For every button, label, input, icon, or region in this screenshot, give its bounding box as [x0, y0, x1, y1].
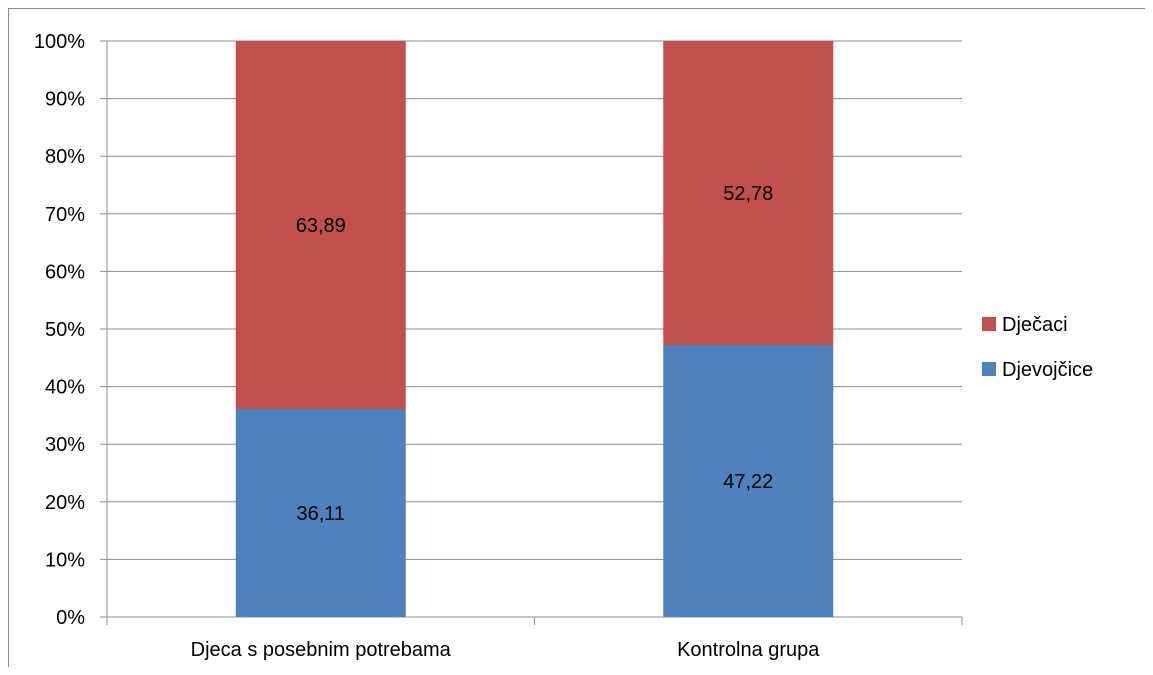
legend-label: Djevojčice [1002, 359, 1093, 381]
bar-djevojcice [663, 345, 834, 617]
y-tick-label: 40% [45, 377, 85, 399]
y-tick-label: 10% [45, 549, 85, 571]
data-label: 52,78 [723, 183, 773, 205]
y-tick-label: 50% [45, 319, 85, 341]
bar-djecaci [663, 41, 834, 346]
y-tick-label: 80% [45, 146, 85, 168]
x-tick-label: Kontrolna grupa [677, 639, 820, 661]
data-label: 47,22 [723, 471, 773, 493]
y-tick-label: 20% [45, 492, 85, 514]
data-label: 36,11 [296, 503, 345, 525]
y-tick-label: 0% [56, 607, 85, 629]
data-label: 63,89 [296, 215, 346, 237]
y-tick-label: 90% [45, 89, 85, 111]
legend-swatch [982, 317, 996, 331]
legend-swatch [982, 362, 996, 376]
y-tick-label: 30% [45, 434, 85, 456]
legend-label: Dječaci [1002, 314, 1068, 336]
y-tick-label: 70% [45, 204, 85, 226]
y-tick-label: 60% [45, 261, 85, 283]
y-tick-label: 100% [34, 31, 85, 53]
bar-djevojcice [235, 409, 406, 617]
chart-frame [8, 8, 1145, 667]
x-tick-label: Djeca s posebnim potrebama [191, 639, 452, 661]
bar-djecaci [235, 41, 406, 410]
